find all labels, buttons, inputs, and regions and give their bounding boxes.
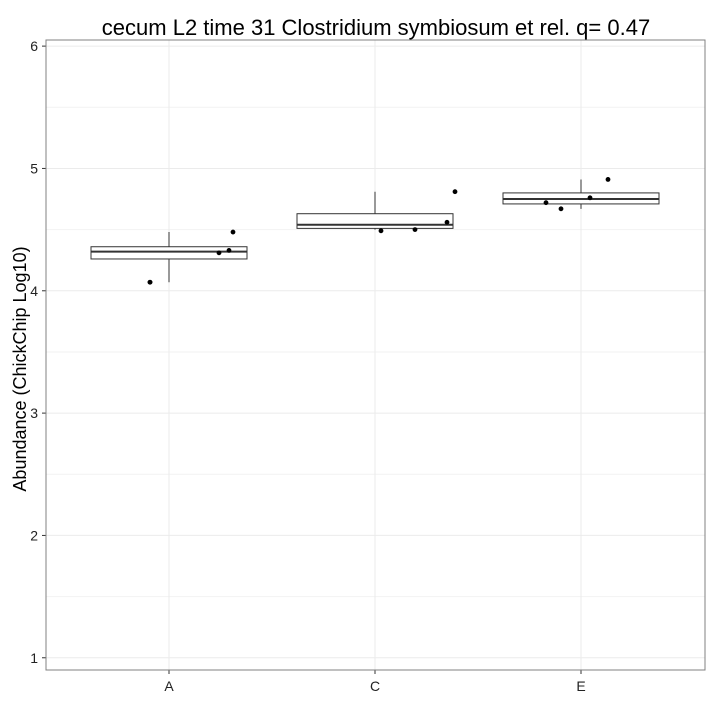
data-point	[412, 227, 418, 233]
data-point	[230, 229, 236, 235]
box-body	[90, 246, 248, 260]
box-A	[90, 232, 248, 283]
point-layer	[147, 177, 611, 285]
box-E	[502, 179, 660, 209]
grid-layer	[46, 40, 705, 670]
plot-border	[45, 39, 706, 671]
y-tick-label: 6	[30, 38, 38, 54]
y-tick-label: 3	[30, 405, 38, 421]
chart-title: cecum L2 time 31 Clostridium symbiosum e…	[102, 15, 650, 40]
data-point	[605, 177, 611, 182]
x-tick-label: A	[164, 678, 174, 694]
box-C	[296, 191, 454, 230]
box-layer	[90, 179, 660, 283]
data-point	[543, 200, 549, 206]
y-axis-label: Abundance (ChickChip Log10)	[10, 246, 30, 491]
data-point	[378, 228, 384, 234]
y-tick-label: 1	[30, 650, 38, 666]
data-point	[147, 279, 153, 285]
data-point	[558, 206, 564, 212]
axis-layer: 1 2 3 4 5 6 A C E	[30, 38, 585, 694]
y-tick-label: 2	[30, 527, 38, 543]
data-point	[216, 250, 222, 256]
y-tick-label: 5	[30, 160, 38, 176]
data-point	[587, 195, 593, 201]
x-tick-label: E	[576, 678, 585, 694]
x-tick-label: C	[370, 678, 380, 694]
y-tick-label: 4	[30, 283, 38, 299]
data-point	[452, 189, 458, 195]
box-body	[296, 213, 454, 229]
data-point	[444, 219, 450, 225]
data-point	[226, 248, 232, 253]
